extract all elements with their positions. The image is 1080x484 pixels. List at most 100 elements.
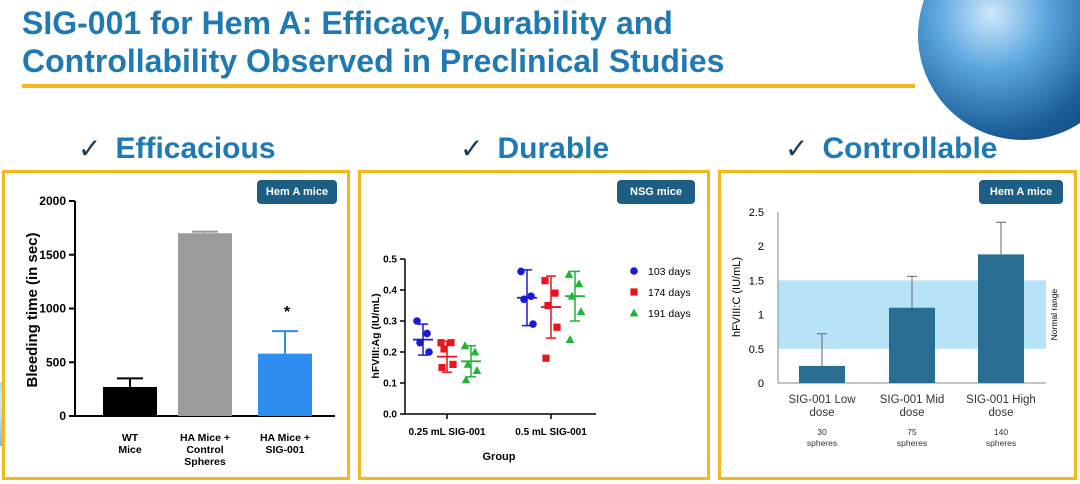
x-sublabel: spheres [897,438,927,448]
data-point-triangle [461,375,471,384]
bar [978,254,1024,383]
title-underline [22,84,915,88]
data-point-circle [425,348,433,356]
check-icon: ✓ [785,133,809,164]
hem-a-mice-tag: Hem A mice [257,180,337,204]
y-tick-label: 1000 [39,302,66,316]
y-tick-label: 500 [46,355,66,369]
y-tick-label: 2.5 [749,207,764,219]
y-axis-label: hFVIII:C (IU/mL) [731,257,743,337]
y-tick-label: 0.5 [749,344,764,356]
data-point-triangle [576,307,586,316]
data-point-square [438,363,446,372]
x-category-label: WT [122,432,139,444]
data-point-square [440,345,448,353]
data-point-circle [517,267,525,276]
legend-label: 174 days [648,287,691,299]
y-tick-label: 0 [758,378,764,390]
y-tick-label: 0 [59,409,66,423]
decorative-orb-top-right [918,0,1080,140]
data-point-triangle [460,341,470,350]
y-tick-label: 0.5 [383,255,397,266]
x-sublabel: 75 [907,427,917,437]
x-group-label: 0.25 mL SIG-001 [408,427,486,438]
data-point-triangle [463,359,473,368]
legend-label: 191 days [648,308,691,320]
data-point-triangle [629,308,639,317]
bar [103,386,157,416]
data-point-triangle [470,347,480,356]
data-point-triangle [574,279,584,288]
x-group-label: 0.5 mL SIG-001 [515,427,587,438]
section-efficacious: ✓ Efficacious [78,131,276,167]
significance-marker: * [284,304,291,321]
bar [178,233,232,416]
y-tick-label: 1.5 [749,275,764,287]
x-category-label: SIG-001 [265,444,304,456]
data-point-square [553,323,561,331]
data-point-circle [520,295,528,304]
data-point-triangle [472,366,482,374]
x-category-label: dose [989,407,1014,419]
y-tick-label: 0.0 [383,410,397,421]
panel-efficacious: Hem A mice 0 500 1000 1500 2000 Bleeding time… [2,170,350,480]
data-point-triangle [567,291,577,300]
bar [889,307,935,383]
panel-durable: NSG mice 0.0 0.1 0.2 0.3 0.4 0.5 hFVIII:Ag (IU… [358,170,710,480]
x-sublabel: 30 [817,427,827,437]
data-point-square [447,339,455,347]
data-point-square [542,354,550,362]
section-durable: ✓ Durable [460,131,609,167]
data-point-triangle [564,269,574,278]
hfviii-ag-chart: 0.0 0.1 0.2 0.3 0.4 0.5 hFVIII:Ag (IU/mL) 0.25 … [370,255,691,464]
panel-controllable: Hem A mice 0 0.5 1 1.5 2 2.5 hFVIII:C (IU/mL) N… [718,170,1077,480]
section-controllable: ✓ Controllable [785,131,997,167]
slide-title-line1: SIG-001 for Hem A: Efficacy, Durability … [22,5,673,41]
x-category-label: Control [186,444,223,456]
data-point-circle [423,329,431,338]
data-point-square [541,277,549,285]
data-point-square [449,360,457,368]
y-tick-label: 0.1 [383,379,397,390]
y-tick-label: 1500 [39,248,66,262]
y-tick-label: 0.4 [383,286,397,297]
bar [799,365,845,383]
x-sublabel: 140 [994,427,1008,437]
x-category-label: dose [900,407,925,419]
slide-title: SIG-001 for Hem A: Efficacy, Durability … [22,4,724,80]
y-tick-label: 1 [758,310,764,322]
x-category-label: SIG-001 High [966,394,1036,406]
data-point-triangle [565,335,575,343]
legend-label: 103 days [648,266,691,278]
data-point-circle [527,292,535,300]
y-axis-label: hFVIII:Ag (IU/mL) [370,293,382,378]
nsg-mice-tag: NSG mice [617,180,695,204]
data-point-square [551,289,559,297]
section-durable-label: Durable [497,132,610,165]
y-tick-label: 0.3 [383,317,397,328]
bleeding-time-chart: 0 500 1000 1500 2000 Bleeding time (in sec) WT… [24,194,335,468]
check-icon: ✓ [78,133,102,164]
hem-a-mice-tag-2: Hem A mice [979,180,1063,204]
section-efficacious-label: Efficacious [115,132,276,165]
x-category-label: SIG-001 Mid [880,394,945,406]
x-category-label: Spheres [184,456,226,468]
y-tick-label: 2 [758,241,764,253]
x-sublabel: spheres [807,438,837,448]
y-tick-label: 0.2 [383,348,397,359]
y-axis-label: Bleeding time (in sec) [24,232,41,387]
data-point-circle [630,267,638,275]
data-point-circle [416,338,424,347]
data-point-square [544,301,552,310]
x-category-label: Mice [118,444,142,456]
slide-title-line2: Controllability Observed in Preclinical … [22,43,725,79]
x-sublabel: spheres [986,438,1016,448]
section-controllable-label: Controllable [822,132,998,165]
check-icon: ✓ [460,133,484,164]
y-tick-label: 2000 [39,194,66,208]
data-point-square [630,288,638,296]
x-axis-label: Group [483,451,516,463]
data-point-square [437,339,445,347]
x-category-label: HA Mice + [260,432,310,444]
x-category-label: HA Mice + [180,432,230,444]
